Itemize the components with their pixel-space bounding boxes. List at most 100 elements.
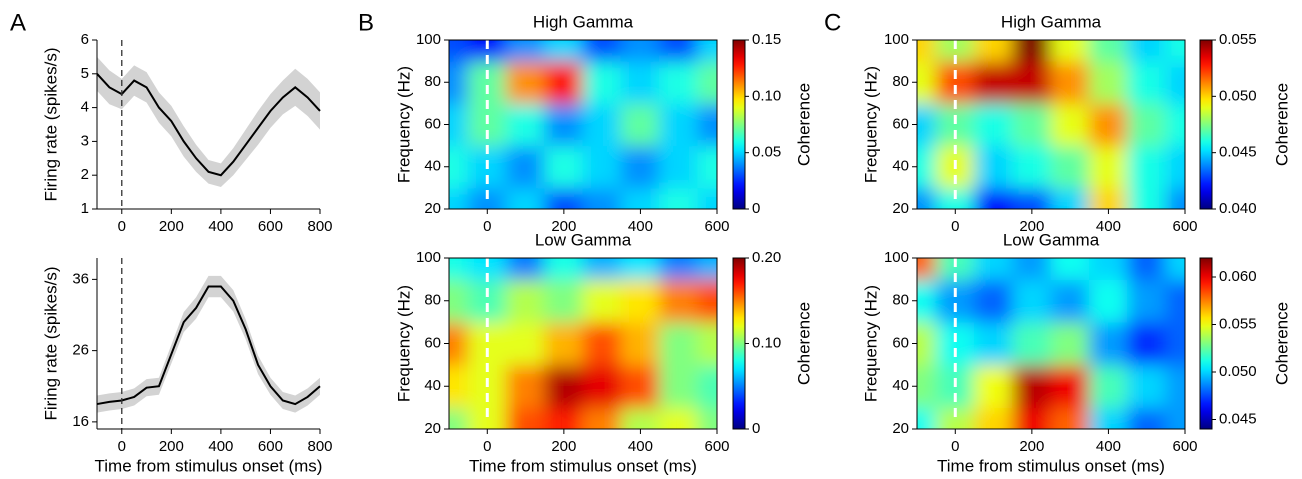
y-tick-label: 80 — [424, 292, 441, 309]
x-tick-label: 0 — [483, 438, 491, 455]
heatmap-cell — [973, 60, 1014, 104]
heatmap-cell — [449, 145, 469, 189]
x-tick-label: 400 — [628, 218, 653, 235]
heatmap-cell — [1012, 364, 1052, 409]
heatmap — [449, 40, 717, 209]
y-tick-label: 16 — [72, 413, 89, 430]
heatmap-cell — [1012, 187, 1052, 209]
heatmap-cell — [973, 187, 1014, 209]
heatmap-cell — [1012, 145, 1052, 189]
y-tick-label: 60 — [424, 334, 441, 351]
heatmap-cell — [1088, 60, 1129, 104]
heatmap-cell — [1088, 102, 1129, 147]
heatmap-cells — [917, 258, 1185, 429]
colorbar-tick-label: 0.050 — [1219, 87, 1257, 104]
heatmap-cell — [582, 102, 622, 147]
heatmap-cell — [1127, 145, 1167, 189]
heatmap-cell — [697, 145, 717, 189]
colorbar-tick-label: 0.040 — [1219, 200, 1257, 217]
heatmap-cell — [1050, 364, 1090, 409]
colorbar-tick-label: 0.10 — [752, 87, 781, 104]
heatmap-cell — [659, 102, 699, 147]
y-tick-label: 80 — [892, 292, 909, 309]
heatmap-cell — [582, 60, 622, 104]
heatmap-cell — [973, 40, 1014, 62]
colorbar-tick-label: 0.20 — [752, 249, 781, 266]
heatmap-cell — [1165, 258, 1185, 280]
heatmap-cell — [505, 364, 546, 409]
heatmap-cell — [917, 145, 937, 189]
heatmap-cell — [659, 278, 699, 323]
heatmap-cell — [1127, 102, 1167, 147]
y-axis-label: Firing rate (spikes/s) — [41, 267, 60, 421]
heatmap-cell — [620, 60, 661, 104]
heatmap-cell — [505, 102, 546, 147]
heatmap-cell — [1165, 40, 1185, 62]
plot-title: High Gamma — [533, 12, 634, 31]
heatmap-cell — [973, 102, 1014, 147]
heatmap-cell — [1088, 407, 1129, 429]
heatmap-cell — [1050, 145, 1090, 189]
colorbar — [732, 39, 746, 210]
heatmap-cell — [467, 278, 507, 323]
heatmap-cell — [505, 40, 546, 62]
heatmap-cell — [935, 102, 975, 147]
y-tick-label: 100 — [416, 249, 441, 266]
heatmap-cell — [449, 321, 469, 366]
y-tick-label: 40 — [424, 377, 441, 394]
heatmap-cell — [544, 145, 584, 189]
heatmap-cell — [620, 40, 661, 62]
x-tick-label: 0 — [118, 218, 126, 235]
colorbar-tick-label: 0.15 — [752, 31, 781, 48]
y-tick-label: 4 — [81, 99, 89, 116]
y-tick-label: 80 — [424, 73, 441, 90]
heatmap-cell — [697, 278, 717, 323]
plot-title: Low Gamma — [535, 230, 632, 249]
heatmap-cells — [917, 40, 1185, 209]
x-tick-label: 800 — [307, 218, 332, 235]
heatmap-cell — [697, 364, 717, 409]
heatmap-cell — [1050, 407, 1090, 429]
heatmap-cell — [620, 187, 661, 209]
x-tick-label: 200 — [1019, 438, 1044, 455]
heatmap-cell — [1012, 321, 1052, 366]
colorbar-tick-label: 0.05 — [752, 144, 781, 161]
plot-title: High Gamma — [1001, 12, 1102, 31]
heatmap-cell — [917, 40, 937, 62]
x-tick-label: 600 — [704, 218, 729, 235]
heatmap-cell — [467, 258, 507, 280]
y-tick-label: 40 — [892, 377, 909, 394]
heatmap-cell — [659, 40, 699, 62]
heatmap-cell — [1012, 102, 1052, 147]
heatmap-cell — [917, 278, 937, 323]
heatmap-cell — [449, 102, 469, 147]
heatmap-cell — [449, 278, 469, 323]
panel-letter: A — [10, 9, 26, 36]
heatmap-cell — [582, 40, 622, 62]
colorbar-tick-label: 0.10 — [752, 334, 781, 351]
panel-letter: B — [358, 9, 374, 36]
heatmap-cell — [449, 364, 469, 409]
firing-rate-line — [96, 285, 321, 406]
heatmap-cell — [544, 321, 584, 366]
heatmap-cells — [449, 40, 717, 209]
heatmap-cell — [935, 278, 975, 323]
x-tick-label: 200 — [159, 438, 184, 455]
heatmap-cell — [544, 60, 584, 104]
heatmap-cell — [1165, 407, 1185, 429]
heatmap-cell — [935, 60, 975, 104]
colorbar-tick-label: 0 — [752, 420, 760, 437]
heatmap-cell — [505, 145, 546, 189]
y-tick-label: 1 — [81, 200, 89, 217]
heatmap-cell — [505, 187, 546, 209]
heatmap-cell — [917, 321, 937, 366]
y-tick-label: 60 — [892, 115, 909, 132]
heatmap-cell — [659, 258, 699, 280]
heatmap-cell — [1088, 321, 1129, 366]
y-tick-label: 20 — [424, 420, 441, 437]
heatmap-cell — [620, 407, 661, 429]
x-tick-label: 0 — [118, 438, 126, 455]
x-tick-label: 200 — [1019, 218, 1044, 235]
heatmap-cell — [544, 187, 584, 209]
